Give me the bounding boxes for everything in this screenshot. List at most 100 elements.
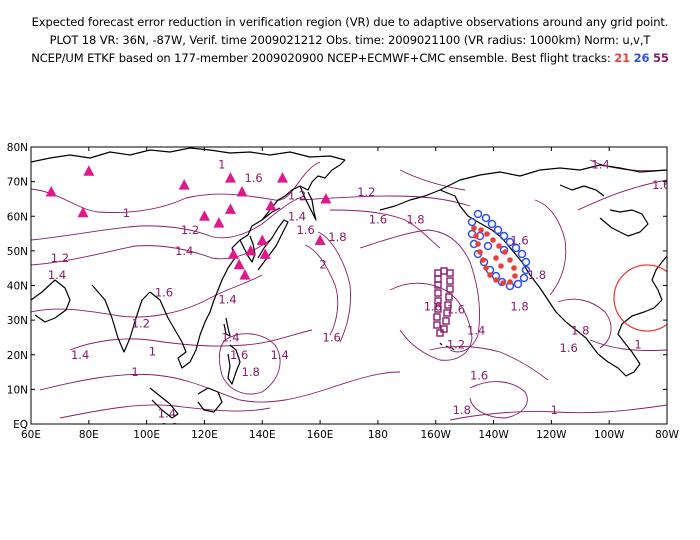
contour-label: 1.4	[71, 348, 89, 362]
coast-borneo	[197, 387, 223, 413]
flight-track-55	[433, 267, 454, 337]
coast-hawaii	[439, 342, 455, 351]
lon-label: 60E	[21, 429, 41, 441]
contour-lines	[31, 159, 667, 421]
observation-triangle	[45, 186, 57, 197]
contour-label: 1.2	[132, 317, 150, 331]
observation-triangle	[178, 179, 190, 190]
coast-india	[91, 284, 151, 353]
verification-region-circle	[613, 264, 667, 332]
observation-triangle	[227, 248, 239, 259]
contour-label: 1.2	[161, 420, 179, 434]
coast-na-east	[651, 255, 667, 301]
contour-label: 1.6	[155, 285, 173, 299]
lon-label: 160E	[307, 429, 334, 441]
coast-russia-east	[261, 159, 346, 221]
observation-triangle	[198, 210, 210, 221]
map-frame	[30, 146, 668, 425]
lon-label: 80E	[79, 429, 99, 441]
coast-arabia	[31, 279, 71, 323]
lat-label: 50N	[7, 246, 28, 258]
observation-triangle	[77, 206, 89, 218]
coast-gulf	[617, 299, 663, 365]
contour-label: 1.8	[328, 230, 346, 244]
track-55-label: 55	[652, 51, 669, 65]
contour-label: 1	[551, 403, 558, 417]
header-line-3-text: NCEP/UM ETKF based on 177-member 2009020…	[31, 51, 611, 65]
lat-label: 20N	[7, 350, 28, 362]
lon-label: 120W	[536, 429, 567, 441]
lat-label: 60N	[7, 211, 28, 223]
contour-label: 1.6	[296, 223, 314, 237]
observation-triangle	[224, 172, 236, 183]
coast-alaska	[379, 189, 503, 239]
coast-central-america	[597, 353, 641, 377]
contour-label: 1.2	[288, 188, 306, 202]
observation-triangle	[320, 192, 332, 204]
observation-triangle	[213, 217, 225, 228]
header-line-3: NCEP/UM ETKF based on 177-member 2009020…	[0, 51, 700, 65]
contour-label: 1.4	[175, 244, 193, 258]
contour-label: 1.8	[510, 299, 528, 313]
observation-triangle	[265, 199, 277, 211]
observation-triangle	[277, 172, 289, 183]
contour-label: 1.4	[467, 324, 485, 338]
coast-north-eurasia	[31, 147, 346, 163]
coast-arctic-islands	[559, 184, 605, 197]
lon-label: 120E	[191, 429, 218, 441]
observation-triangle	[83, 165, 95, 176]
header-line-2: PLOT 18 VR: 36N, -87W, Verif. time 20090…	[49, 33, 651, 47]
coast-taiwan	[223, 317, 231, 337]
contour-label: 1.4	[591, 157, 609, 171]
flight-track-21	[471, 225, 518, 286]
contour-label: 1.6	[244, 171, 262, 185]
observation-sites	[45, 165, 332, 280]
coast-philippines	[227, 344, 241, 385]
axis-labels: EQ 10N 20N 30N 40N 50N 60N 70N 80N 60E 80E 100E 120E…	[7, 142, 680, 441]
contour-label: 1.8	[571, 324, 589, 338]
contour-label: 1	[131, 365, 138, 379]
contour-label: 1	[123, 206, 130, 220]
contour-label: 1.6	[230, 348, 248, 362]
observation-triangle	[245, 244, 257, 256]
contour-label: 1.8	[424, 299, 442, 313]
observation-triangle	[314, 234, 326, 245]
contour-label: 1.6	[510, 233, 528, 247]
contour-label: 1.6	[560, 341, 578, 355]
contour-label: 1.6	[652, 178, 670, 192]
contour-label: 1.4	[270, 348, 288, 362]
observation-triangle	[236, 186, 248, 197]
contour-label: 1.8	[453, 403, 471, 417]
contour-label: 1.2	[51, 251, 69, 265]
contour-label: 1.4	[221, 330, 239, 344]
coast-sumatra	[149, 387, 179, 419]
coastlines	[31, 147, 667, 419]
lon-label: 80W	[655, 429, 679, 441]
lon-label: 140E	[249, 429, 276, 441]
lat-label: 40N	[7, 281, 28, 293]
contour-labels: 111.21.41.21.41.6 1.41.211.411.41.61.81.4…	[48, 157, 670, 434]
contour-label: 1	[149, 344, 156, 358]
lon-label: 100W	[594, 429, 625, 441]
observation-triangle	[259, 248, 271, 259]
observation-triangle	[224, 203, 236, 214]
header-line-1: Expected forecast error reduction in ver…	[31, 15, 669, 29]
contour-label: 1.6	[447, 303, 465, 317]
contour-label: 1.4	[218, 292, 236, 306]
contour-label: 1.8	[242, 365, 260, 379]
observation-triangle	[233, 258, 245, 270]
lat-label: 30N	[7, 315, 28, 327]
coast-indochina	[149, 291, 215, 369]
coast-hudson	[599, 209, 649, 237]
contour-label: 1	[218, 157, 225, 171]
observation-triangle	[256, 234, 268, 245]
contour-label: 1.8	[528, 268, 546, 282]
coast-alaska-north	[439, 164, 667, 191]
contour-label: 1.4	[158, 407, 176, 421]
observation-triangle	[239, 269, 251, 280]
contour-label: 2	[319, 258, 326, 272]
lon-label: 100E	[133, 429, 160, 441]
lat-label: 70N	[7, 177, 28, 189]
lon-label: 160W	[421, 429, 452, 441]
lat-label: 80N	[7, 142, 28, 154]
